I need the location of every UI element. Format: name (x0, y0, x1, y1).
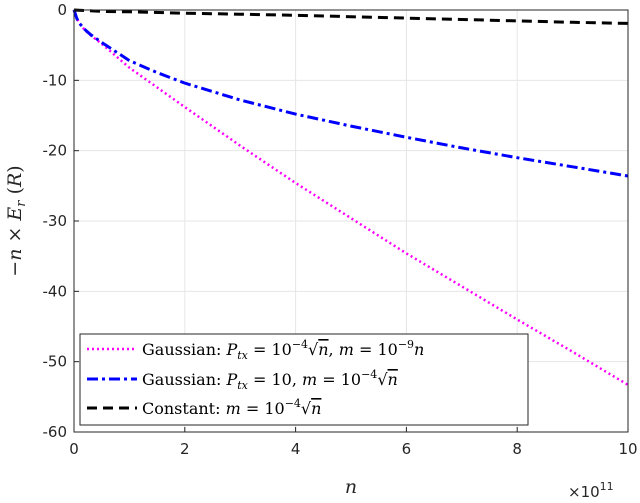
legend-label-1: Gaussian: Ptx = 10−4√n, m = 10−9n (142, 338, 424, 362)
legend: Gaussian: Ptx = 10−4√n, m = 10−9n Gaussi… (79, 333, 529, 426)
legend-label-2: Gaussian: Ptx = 10, m = 10−4√n (142, 368, 398, 392)
x-axis-multiplier: ×1011 (568, 480, 614, 501)
legend-item-1: Gaussian: Ptx = 10−4√n, m = 10−9n (87, 338, 424, 362)
series-line-3 (73, 8, 629, 25)
x-tick-label: 6 (402, 440, 412, 458)
x-tick-label: 4 (291, 440, 301, 458)
y-tick-label: 0 (57, 1, 67, 19)
y-tick-label: -30 (43, 212, 68, 230)
series-line-1 (72, 9, 629, 386)
y-tick-label: -40 (43, 282, 68, 300)
series-line-2 (72, 9, 629, 178)
x-tick-label: 2 (180, 440, 190, 458)
y-tick-label: -10 (43, 71, 68, 89)
legend-label-3: Constant: m = 10−4√n (142, 397, 321, 418)
legend-item-2: Gaussian: Ptx = 10, m = 10−4√n (87, 368, 398, 392)
y-tick-label: -20 (43, 142, 68, 160)
legend-item-3: Constant: m = 10−4√n (87, 397, 321, 418)
x-tick-label: 10 (618, 440, 637, 458)
x-tick-label: 0 (69, 440, 79, 458)
y-axis-label: −n × Er (R) (4, 165, 29, 276)
y-tick-label: -50 (43, 353, 68, 371)
ticks: 0 2 4 6 8 10 0 -10 -20 -30 -40 -50 -60 (43, 1, 638, 458)
x-tick-label: 8 (512, 440, 522, 458)
series-layer (72, 8, 629, 386)
x-axis-label: n (345, 476, 357, 498)
y-tick-label: -60 (43, 423, 68, 441)
legend-box (79, 333, 529, 426)
